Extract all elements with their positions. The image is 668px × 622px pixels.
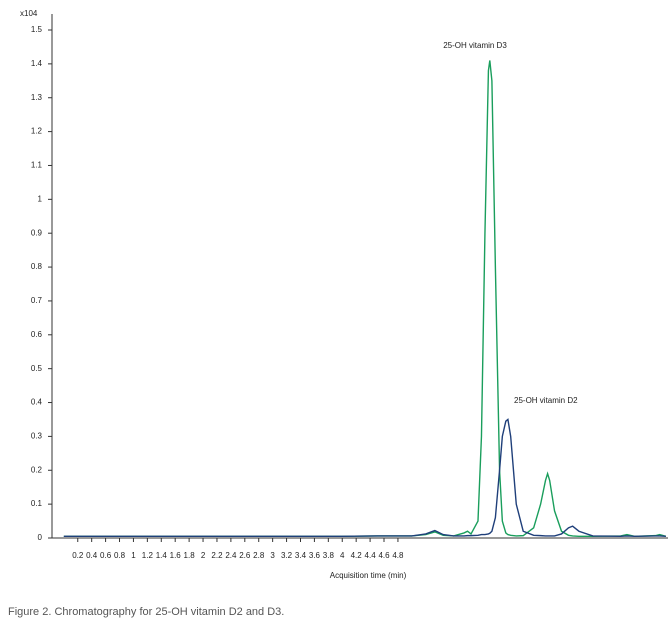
x-tick-label: 4.8: [392, 551, 404, 560]
y-tick-label: 0.4: [31, 398, 43, 407]
y-multiplier: x104: [20, 9, 38, 18]
caption: Figure 2. Chromatography for 25-OH vitam…: [8, 606, 284, 618]
x-tick-label: 3.4: [295, 551, 307, 560]
x-tick-label: 3.8: [323, 551, 335, 560]
x-tick-label: 2.8: [253, 551, 265, 560]
y-tick-label: 1.3: [31, 93, 43, 102]
y-tick-label: 0.2: [31, 465, 43, 474]
x-tick-label: 3.6: [309, 551, 321, 560]
y-tick-label: 0.3: [31, 432, 43, 441]
y-tick-label: 1: [38, 194, 43, 203]
x-tick-label: 1.4: [156, 551, 168, 560]
y-tick-label: 0.5: [31, 364, 43, 373]
annotation: 25-OH vitamin D3: [443, 41, 507, 50]
y-tick-label: 1.1: [31, 161, 43, 170]
y-tick-label: 1.2: [31, 127, 43, 136]
x-tick-label: 1.8: [184, 551, 196, 560]
x-axis-label: Acquisition time (min): [330, 571, 407, 580]
x-tick-label: 1.6: [170, 551, 182, 560]
y-tick-label: 0.7: [31, 296, 43, 305]
x-tick-label: 2: [201, 551, 206, 560]
series-line: [63, 60, 667, 538]
x-tick-label: 2.2: [211, 551, 223, 560]
x-tick-label: 4.2: [351, 551, 363, 560]
y-tick-label: 0.8: [31, 262, 43, 271]
x-tick-label: 0.2: [72, 551, 84, 560]
x-tick-label: 0.4: [86, 551, 98, 560]
x-tick-label: 2.6: [239, 551, 251, 560]
x-tick-label: 4: [340, 551, 345, 560]
series-line: [63, 418, 666, 538]
x-tick-label: 3.2: [281, 551, 293, 560]
x-tick-label: 4.6: [378, 551, 390, 560]
y-tick-label: 1.5: [31, 25, 43, 34]
x-tick-label: 0.8: [114, 551, 126, 560]
x-tick-label: 0.6: [100, 551, 112, 560]
x-tick-label: 1.2: [142, 551, 154, 560]
annotation: 25-OH vitamin D2: [514, 396, 578, 405]
x-tick-label: 3: [270, 551, 275, 560]
x-tick-label: 4.4: [365, 551, 377, 560]
y-tick-label: 0: [38, 533, 43, 542]
x-tick-label: 2.4: [225, 551, 237, 560]
y-tick-label: 1.4: [31, 59, 43, 68]
y-tick-label: 0.6: [31, 330, 43, 339]
y-tick-label: 0.9: [31, 228, 43, 237]
y-tick-label: 0.1: [31, 499, 43, 508]
x-tick-label: 1: [131, 551, 136, 560]
